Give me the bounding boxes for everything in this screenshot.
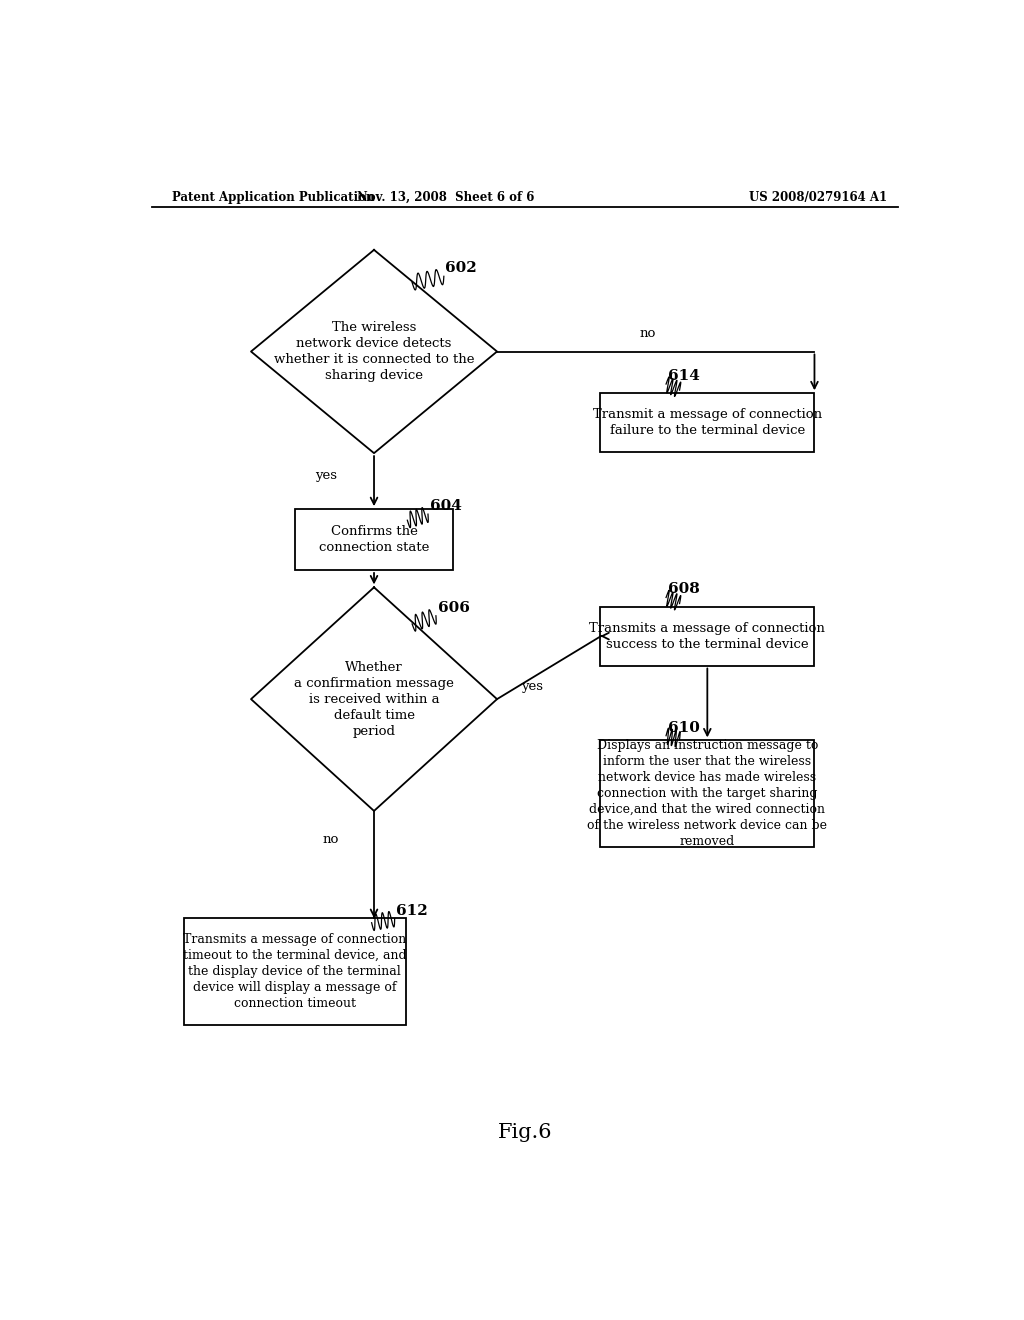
Text: 610: 610 xyxy=(668,721,699,735)
Text: Fig.6: Fig.6 xyxy=(498,1122,552,1142)
Bar xyxy=(600,607,814,665)
Bar xyxy=(295,510,454,570)
Text: 612: 612 xyxy=(396,903,428,917)
Bar xyxy=(600,393,814,453)
Text: 602: 602 xyxy=(445,261,477,275)
Text: The wireless
network device detects
whether it is connected to the
sharing devic: The wireless network device detects whet… xyxy=(273,321,474,381)
Text: US 2008/0279164 A1: US 2008/0279164 A1 xyxy=(750,190,888,203)
Text: Patent Application Publication: Patent Application Publication xyxy=(172,190,374,203)
Text: 604: 604 xyxy=(430,499,462,513)
Text: no: no xyxy=(323,833,339,846)
Text: 608: 608 xyxy=(668,582,699,597)
Text: yes: yes xyxy=(521,680,543,693)
Text: Transmits a message of connection
success to the terminal device: Transmits a message of connection succes… xyxy=(590,622,825,651)
Text: yes: yes xyxy=(315,469,337,482)
Text: Transmit a message of connection
failure to the terminal device: Transmit a message of connection failure… xyxy=(593,408,822,437)
Text: Confirms the
connection state: Confirms the connection state xyxy=(318,525,429,554)
Text: Displays an instruction message to
inform the user that the wireless
network dev: Displays an instruction message to infor… xyxy=(588,739,827,849)
Bar xyxy=(183,919,406,1024)
Text: Whether
a confirmation message
is received within a
default time
period: Whether a confirmation message is receiv… xyxy=(294,660,454,738)
Bar xyxy=(600,741,814,847)
Text: Transmits a message of connection
timeout to the terminal device, and
the displa: Transmits a message of connection timeou… xyxy=(183,933,407,1010)
Text: no: no xyxy=(640,327,656,339)
Text: Nov. 13, 2008  Sheet 6 of 6: Nov. 13, 2008 Sheet 6 of 6 xyxy=(356,190,535,203)
Text: 614: 614 xyxy=(668,368,699,383)
Text: 606: 606 xyxy=(437,601,469,615)
